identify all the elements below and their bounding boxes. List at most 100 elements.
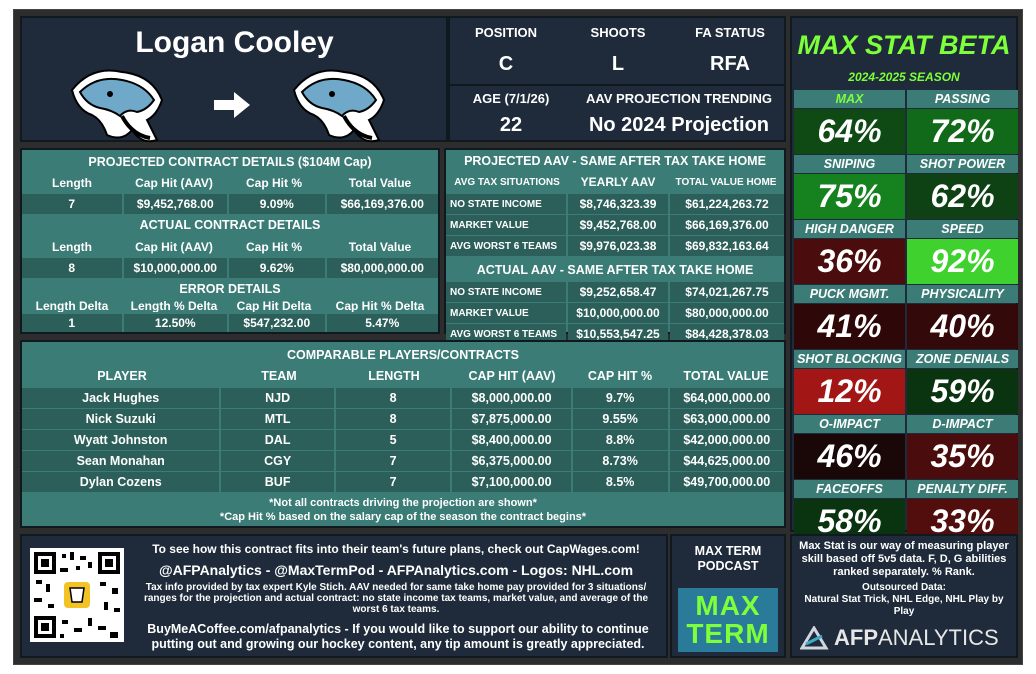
podcast-logo: MAX TERM <box>678 588 778 652</box>
stat-label: ZONE DENIALS <box>907 350 1018 368</box>
stat-value: 72% <box>907 109 1018 154</box>
projected-title: PROJECTED CONTRACT DETAILS ($104M Cap) <box>88 155 372 169</box>
player-header: Logan Cooley <box>20 16 448 143</box>
aav-cell: $9,252,658.47 <box>568 282 668 302</box>
table-cell: DAL <box>221 430 334 450</box>
table-cell: MTL <box>221 409 334 429</box>
max-stat-title: MAX STAT BETA <box>797 30 1011 60</box>
table-row: Wyatt Johnston DAL 5 $8,400,000.00 8.8% $42,0… <box>22 430 784 450</box>
table-cell: BUF <box>221 472 334 492</box>
aav-cell: $66,169,376.00 <box>670 215 784 235</box>
stat-value: 92% <box>907 239 1018 284</box>
table-cell: Jack Hughes <box>22 388 220 408</box>
projected-headers: Length Cap Hit (AAV) Cap Hit % Total Value <box>52 176 412 190</box>
position-label: POSITION <box>474 24 538 40</box>
stat-value: 40% <box>907 304 1018 349</box>
aav-cell: $10,000,000.00 <box>568 303 668 323</box>
table-cell: $63,000,000.00 <box>669 409 784 429</box>
aav-cell: $8,746,323.39 <box>568 194 668 214</box>
table-cell: $49,700,000.00 <box>669 472 784 492</box>
aav-cell: $10,553,547.25 <box>568 324 668 344</box>
table-cell: $7,100,000.00 <box>452 472 571 492</box>
table-cell: CGY <box>221 451 334 471</box>
tax-info-text: Tax info provided by tax expert Kyle Sti… <box>143 582 649 615</box>
table-cell: Nick Suzuki <box>22 409 220 429</box>
comparables-note-1: *Not all contracts driving the projectio… <box>269 497 537 509</box>
table-row: Jack Hughes NJD 8 $8,000,000.00 9.7% $64,000,… <box>22 388 784 408</box>
aav-row: MARKET VALUE $10,000,000.00 $80,000,000.00 <box>446 303 784 323</box>
table-cell: 8.8% <box>572 430 668 450</box>
footer-info: To see how this contract fits into their… <box>20 534 668 658</box>
podcast-logo-max: MAX <box>695 590 761 621</box>
comparables-headers: PLAYER TEAM LENGTH CAP HIT (AAV) CAP HIT % TO… <box>97 369 769 383</box>
aav-row: NO STATE INCOME $8,746,323.39 $61,224,263.… <box>446 194 784 214</box>
error-headers: Length Delta Length % Delta Cap Hit Delta C… <box>35 300 425 312</box>
stat-label: PHYSICALITY <box>907 285 1018 303</box>
comparables-table: COMPARABLE PLAYERS/CONTRACTS PLAYER TEAM L… <box>20 340 786 528</box>
error-values: 1 12.50% $547,232.00 5.47% <box>22 314 438 332</box>
comparables-note-2: *Cap Hit % based on the salary cap of th… <box>219 511 587 523</box>
table-cell: 8 <box>335 409 451 429</box>
aav-tables: PROJECTED AAV - SAME AFTER TAX TAKE HOME… <box>444 148 786 344</box>
table-row: Nick Suzuki MTL 8 $7,875,000.00 9.55% $63,000… <box>22 409 784 429</box>
afp-logo-a: AFP <box>834 625 878 650</box>
stat-label: SHOT POWER <box>907 155 1018 173</box>
contract-card: Logan Cooley POSITION SHOOTS FA STATUS C… <box>13 9 1023 665</box>
stat-value: 46% <box>794 434 905 479</box>
stat-label: FACEOFFS <box>794 480 905 498</box>
stat-label: SHOT BLOCKING <box>794 350 905 368</box>
stat-value: 62% <box>907 174 1018 219</box>
aav-cell: $84,428,378.03 <box>670 324 784 344</box>
proj-aav-headers: AVG TAX SITUATIONS YEARLY AAV TOTAL VALUE … <box>454 175 777 189</box>
stat-value: 59% <box>907 369 1018 414</box>
table-cell: $8,000,000.00 <box>452 388 571 408</box>
aav-cell: $80,000,000.00 <box>670 303 784 323</box>
table-row: Dylan Cozens BUF 7 $7,100,000.00 8.5% $49,700… <box>22 472 784 492</box>
max-stat-season: 2024-2025 SEASON <box>848 70 960 84</box>
max-stat-desc: Max Stat is our way of measuring player … <box>799 540 1009 578</box>
error-title: ERROR DETAILS <box>179 282 281 296</box>
age-label: AGE (7/1/26) <box>472 90 550 106</box>
table-cell: $7,875,000.00 <box>452 409 571 429</box>
aav-cell: AVG WORST 6 TEAMS <box>446 324 566 344</box>
position-value: C <box>498 52 514 75</box>
outsourced-title: Outsourced Data: <box>862 582 946 593</box>
socials-text: @AFPAnalytics - @MaxTermPod - AFPAnalyti… <box>158 562 634 578</box>
table-cell: 8 <box>335 388 451 408</box>
team-logo-icon <box>70 69 164 143</box>
stat-label: PENALTY DIFF. <box>907 480 1018 498</box>
table-cell: $44,625,000.00 <box>669 451 784 471</box>
aav-row: AVG WORST 6 TEAMS $9,976,023.38 $69,832,16… <box>446 236 784 256</box>
table-cell: Dylan Cozens <box>22 472 220 492</box>
team-logo-icon-2 <box>292 69 386 143</box>
stat-label: D-IMPACT <box>907 415 1018 433</box>
table-cell: Wyatt Johnston <box>22 430 220 450</box>
stat-label: SNIPING <box>794 155 905 173</box>
aav-cell: $9,452,768.00 <box>568 215 668 235</box>
max-stat-panel: MAX STAT BETA 2024-2025 SEASON MAX 64% PAS… <box>790 16 1018 544</box>
actual-values: 8 $10,000,000.00 9.62% $80,000,000.00 <box>22 258 438 278</box>
aav-cell: $9,976,023.38 <box>568 236 668 256</box>
stat-label: SPEED <box>907 220 1018 238</box>
table-cell: 8.73% <box>572 451 668 471</box>
capwages-text: To see how this contract fits into their… <box>152 542 640 556</box>
stat-label: HIGH DANGER <box>794 220 905 238</box>
aav-cell: $69,832,163.64 <box>670 236 784 256</box>
table-row: Sean Monahan CGY 7 $6,375,000.00 8.73% $44,62… <box>22 451 784 471</box>
stat-label: PUCK MGMT. <box>794 285 905 303</box>
shoots-label: SHOOTS <box>590 24 646 40</box>
stat-label: MAX <box>794 90 905 108</box>
fa-status-value: RFA <box>710 52 750 75</box>
table-cell: 7 <box>335 472 451 492</box>
proj-aav-title: PROJECTED AAV - SAME AFTER TAX TAKE HOME <box>464 154 766 168</box>
table-cell: $6,375,000.00 <box>452 451 571 471</box>
aav-row: AVG WORST 6 TEAMS $10,553,547.25 $84,428,3… <box>446 324 784 344</box>
stat-value: 12% <box>794 369 905 414</box>
afp-logo-b: ANALYTICS <box>878 625 999 650</box>
stat-label: PASSING <box>907 90 1018 108</box>
projected-values: 7 $9,452,768.00 9.09% $66,169,376.00 <box>22 194 438 214</box>
stat-label: O-IMPACT <box>794 415 905 433</box>
coffee-text: BuyMeACoffee.com/afpanalytics - If you w… <box>147 622 649 651</box>
table-cell: $8,400,000.00 <box>452 430 571 450</box>
table-cell: 8.5% <box>572 472 668 492</box>
